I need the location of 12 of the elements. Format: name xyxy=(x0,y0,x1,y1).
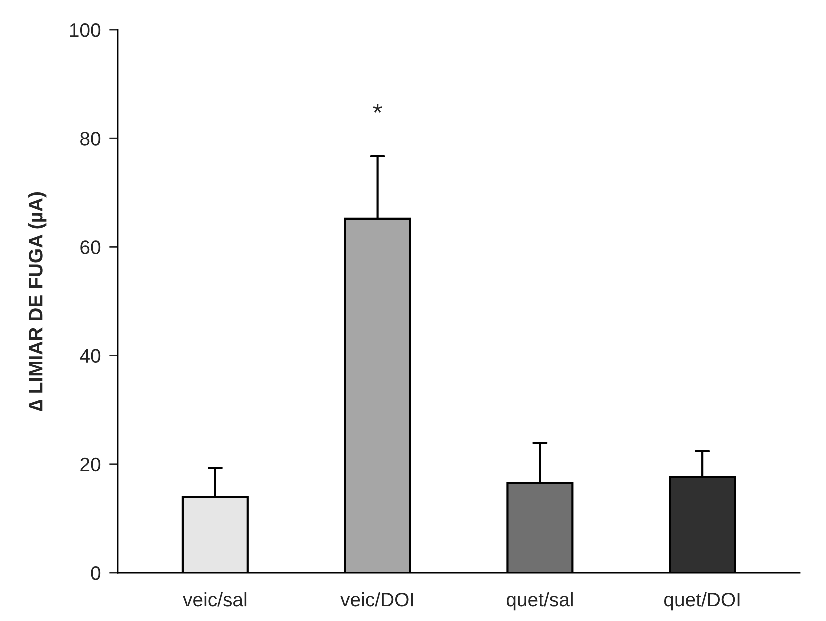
y-tick-label: 60 xyxy=(80,240,101,254)
y-tick-label: 20 xyxy=(80,458,101,472)
y-tick-label: 40 xyxy=(80,349,101,364)
y-tick-label: 100 xyxy=(70,23,101,38)
x-tick-label: veic/sal xyxy=(183,592,247,607)
x-tick-label: veic/DOI xyxy=(340,592,414,607)
annotation: * xyxy=(373,104,382,113)
y-tick-label: 0 xyxy=(91,566,101,580)
x-tick-label: quet/DOI xyxy=(664,592,740,611)
y-axis-title: ∆ LIMIAR DE FUGA (µA) xyxy=(28,192,47,412)
x-tick-label: quet/sal xyxy=(506,592,573,611)
y-tick-label: 80 xyxy=(80,132,101,146)
